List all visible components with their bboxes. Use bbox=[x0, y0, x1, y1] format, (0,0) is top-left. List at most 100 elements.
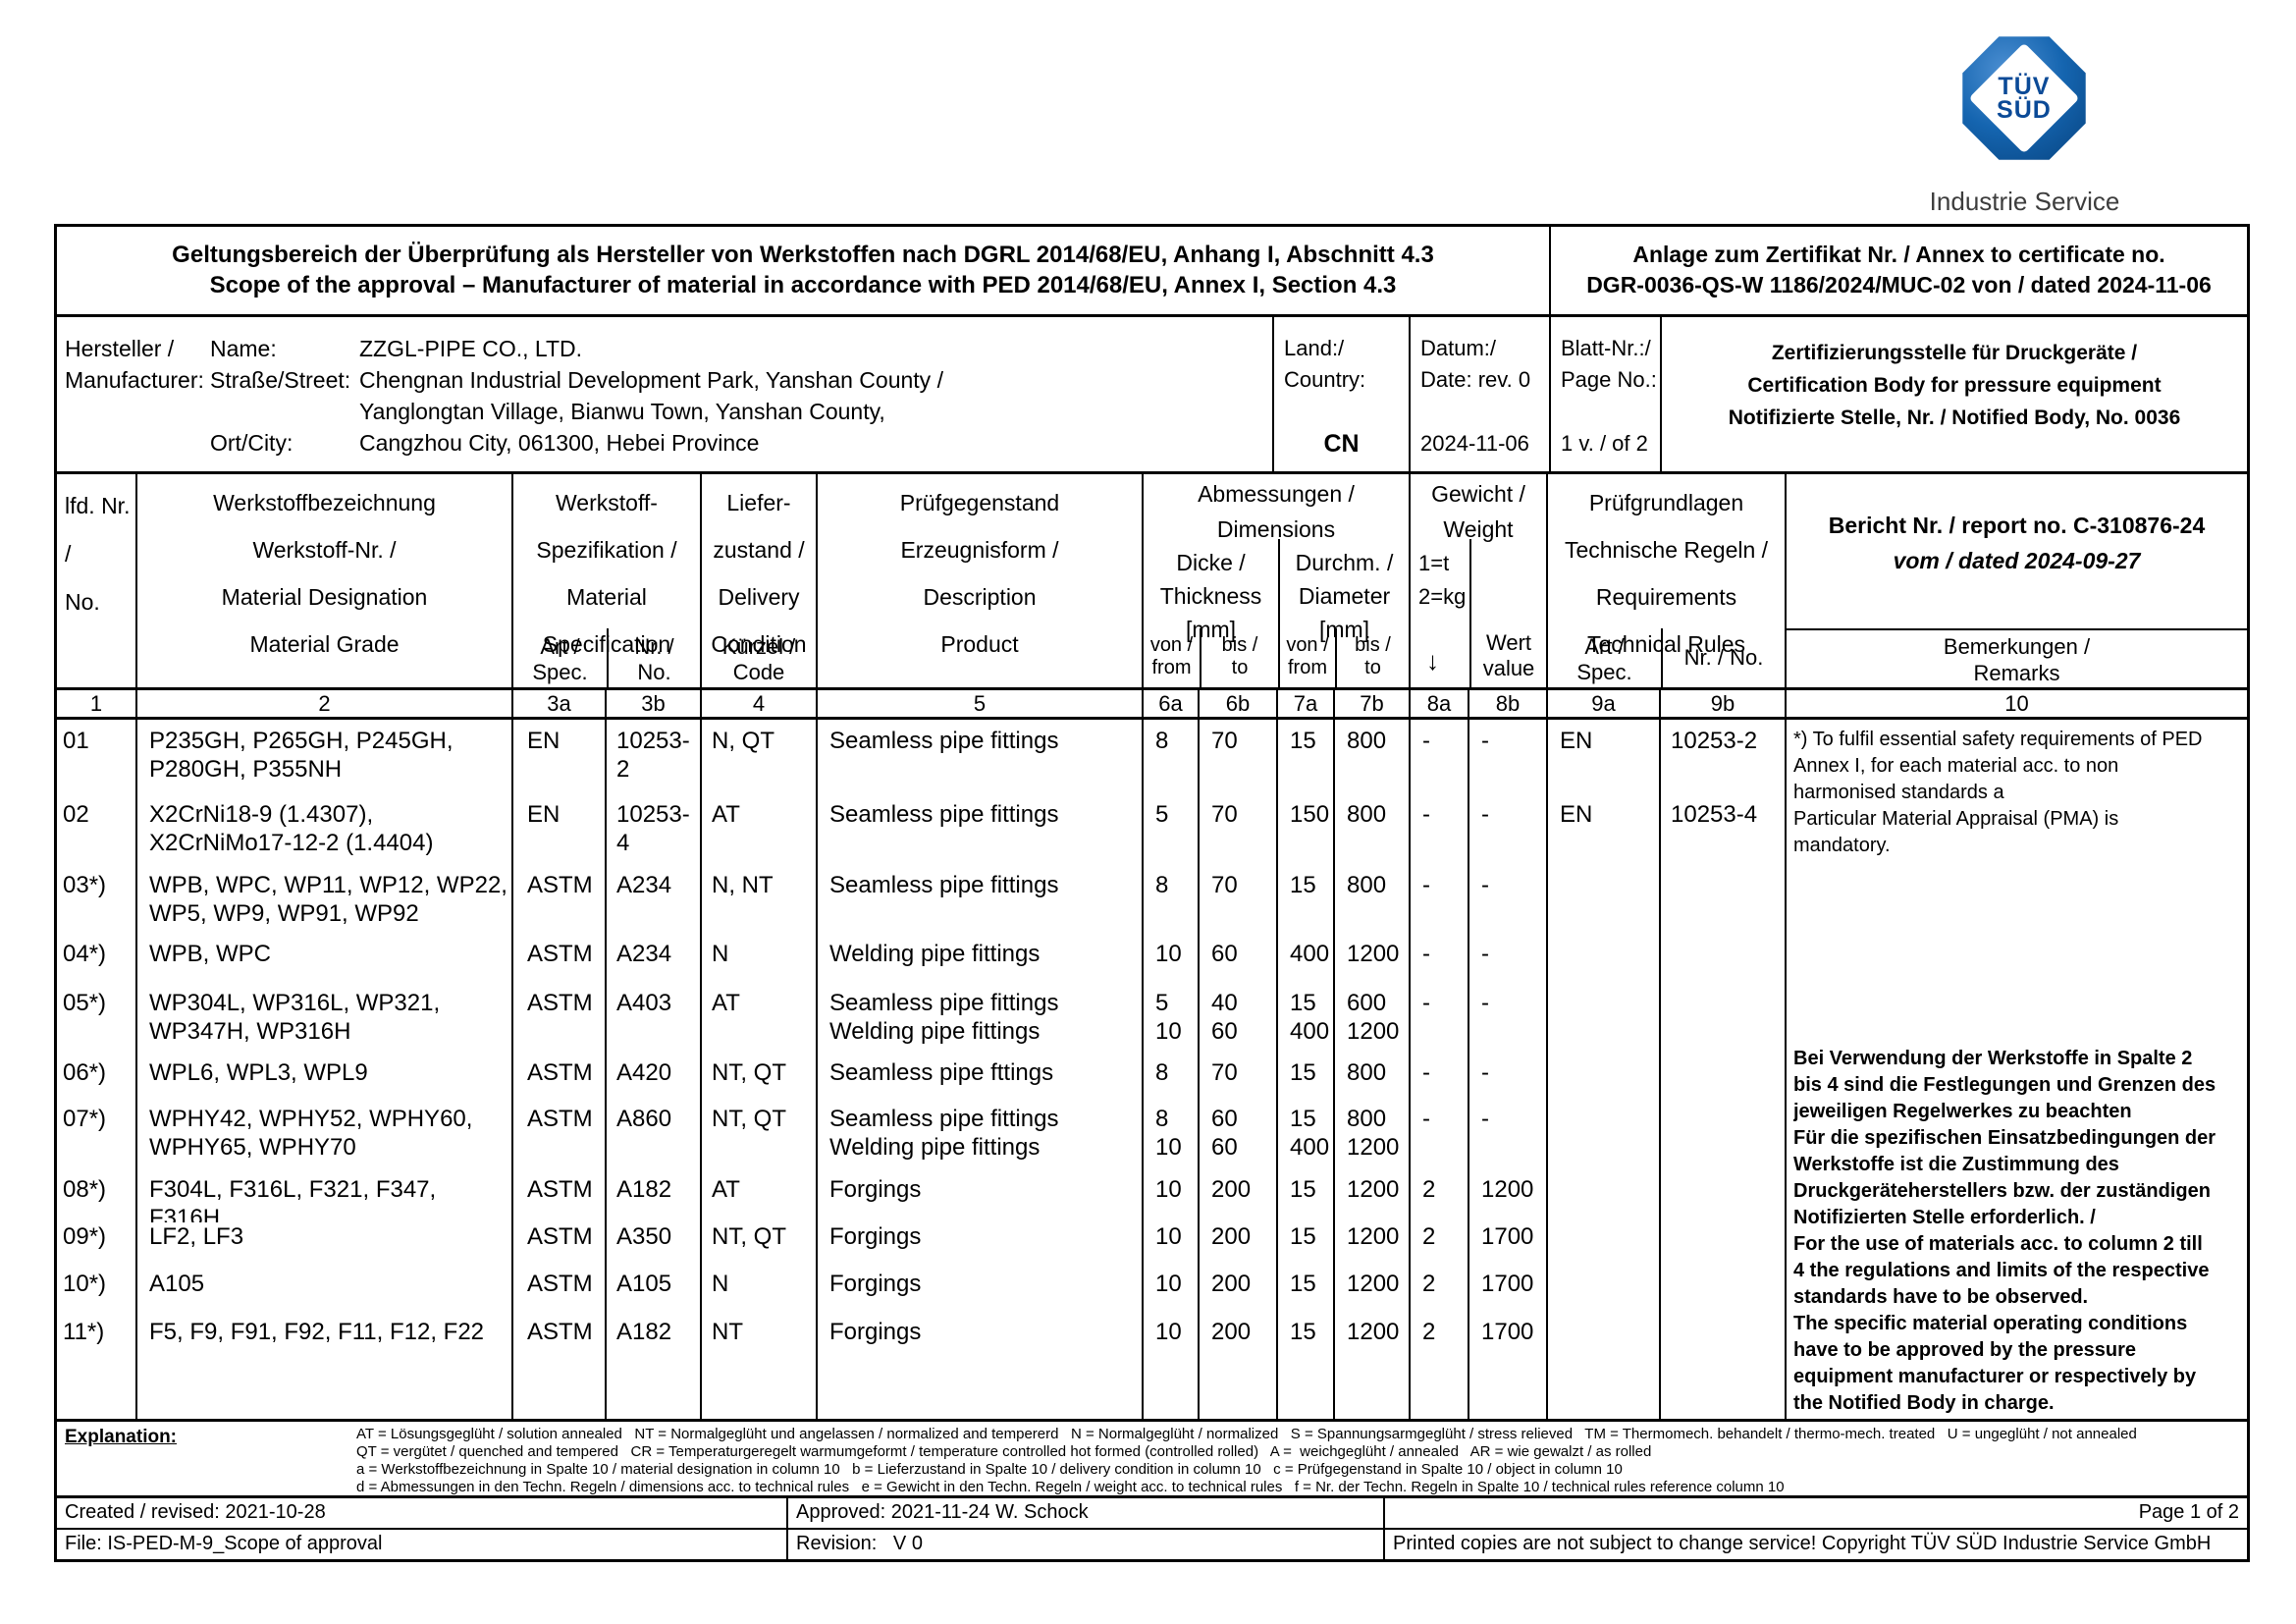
tuv-logo-text: TÜV SÜD bbox=[1997, 73, 2052, 124]
cell-material-row-7: WPHY42, WPHY52, WPHY60, WPHY65, WPHY70 bbox=[149, 1106, 473, 1161]
cell-spec-row-1: EN bbox=[527, 728, 561, 754]
page-no-cell: Blatt-Nr.:/ Page No.: 1 v. / of 2 bbox=[1551, 317, 1662, 471]
cell-w2-row-3: - bbox=[1481, 872, 1489, 898]
cell-w1-row-10: 2 bbox=[1422, 1271, 1436, 1297]
cell-no-row-6: 06*) bbox=[63, 1059, 107, 1086]
cell-specno-row-5: A403 bbox=[616, 990, 672, 1016]
footer-row-2: File: IS-PED-M-9_Scope of approval Revis… bbox=[57, 1528, 2247, 1559]
label-land: Land:/ bbox=[1284, 336, 1345, 360]
cell-material-row-8: F304L, F316L, F321, F347, F316H bbox=[149, 1176, 437, 1222]
cell-product-row-10: Forgings bbox=[829, 1271, 922, 1297]
cell-d_from-row-5: 15 400 bbox=[1290, 990, 1330, 1045]
cell-product-row-7: Seamless pipe fittings Welding pipe fitt… bbox=[829, 1106, 1059, 1161]
explanation-line-2: QT = vergütet / quenched and tempered CR… bbox=[356, 1443, 1652, 1460]
cell-t_to-row-7: 60 60 bbox=[1211, 1106, 1238, 1161]
cell-t_from-row-3: 8 bbox=[1155, 872, 1169, 898]
logo-subtitle: Industrie Service bbox=[1929, 187, 2120, 216]
cell-product-row-5: Seamless pipe fittings Welding pipe fitt… bbox=[829, 990, 1059, 1045]
scope-title-en: Scope of the approval – Manufacturer of … bbox=[209, 272, 1397, 298]
country-cell: Land:/ Country: CN bbox=[1274, 317, 1411, 471]
cell-reqno-row-5 bbox=[1661, 989, 1785, 1058]
explanation-line-3: a = Werkstoffbezeichnung in Spalte 10 / … bbox=[356, 1461, 1623, 1478]
colnum-1: 1 bbox=[57, 690, 137, 717]
column-product: Seamless pipe fittings Seamless pipe fitt… bbox=[818, 720, 1144, 1419]
cell-reqno-row-8 bbox=[1661, 1175, 1785, 1222]
cell-spec-row-11: ASTM bbox=[527, 1319, 593, 1345]
cell-t_to-row-10: 200 bbox=[1211, 1271, 1252, 1297]
cell-req-row-9 bbox=[1548, 1222, 1659, 1270]
cell-d_from-row-7: 15 400 bbox=[1290, 1106, 1330, 1161]
cell-product-row-9: Forgings bbox=[829, 1223, 922, 1250]
cell-req-row-2: EN bbox=[1560, 801, 1593, 828]
cell-t_from-row-2: 5 bbox=[1155, 801, 1169, 828]
cell-w1-row-4: - bbox=[1422, 941, 1430, 967]
cell-t_from-row-10: 10 bbox=[1155, 1271, 1182, 1297]
cell-d_to-row-2: 800 bbox=[1347, 801, 1387, 828]
cell-w2-row-6: - bbox=[1481, 1059, 1489, 1086]
cell-product-row-11: Forgings bbox=[829, 1319, 922, 1345]
cell-no-row-7: 07*) bbox=[63, 1106, 107, 1132]
manufacturer-labels: Hersteller / Manufacturer: bbox=[57, 333, 210, 471]
approved: Approved: 2021-11-24 W. Schock bbox=[788, 1498, 1385, 1528]
header-6b-to: bis / to bbox=[1200, 628, 1278, 687]
header-req-nr: Nr. / No. bbox=[1661, 628, 1785, 687]
cell-spec-row-8: ASTM bbox=[527, 1176, 593, 1203]
cell-specno-row-4: A234 bbox=[616, 941, 672, 967]
explanation-label-text: Explanation: bbox=[65, 1427, 178, 1447]
cell-specno-row-10: A105 bbox=[616, 1271, 672, 1297]
header-col-product: Prüfgegenstand Erzeugnisform / Descripti… bbox=[818, 474, 1144, 687]
label-country: Country: bbox=[1284, 367, 1366, 392]
cell-specno-row-1: 10253-2 bbox=[616, 728, 690, 783]
header-diameter: Durchm. / Diameter [mm] bbox=[1278, 539, 1409, 642]
cell-no-row-1: 01 bbox=[63, 728, 89, 754]
cert-body-line2: Certification Body for pressure equipmen… bbox=[1747, 374, 2162, 397]
cell-req-row-4 bbox=[1548, 940, 1659, 989]
cell-t_to-row-9: 200 bbox=[1211, 1223, 1252, 1250]
cell-t_from-row-1: 8 bbox=[1155, 728, 1169, 754]
cell-no-row-10: 10*) bbox=[63, 1271, 107, 1297]
cell-req-row-7 bbox=[1548, 1105, 1659, 1175]
created-revised: Created / revised: 2021-10-28 bbox=[57, 1498, 788, 1528]
cell-d_to-row-7: 800 1200 bbox=[1347, 1106, 1400, 1161]
cell-d_from-row-3: 15 bbox=[1290, 872, 1316, 898]
cell-t_from-row-5: 5 10 bbox=[1155, 990, 1182, 1045]
label-hersteller: Hersteller / bbox=[65, 336, 175, 361]
table-body: 01 02 03*) 04*) 05*) 06*) 07*) 08*) 09*) 10*) 11*)… bbox=[57, 720, 2247, 1419]
header-thickness: Dicke / Thickness [mm] bbox=[1159, 550, 1262, 642]
cell-w2-row-9: 1700 bbox=[1481, 1223, 1534, 1250]
file-name: File: IS-PED-M-9_Scope of approval bbox=[57, 1530, 788, 1559]
certification-body-cell: Zertifizierungsstelle für Druckgeräte / … bbox=[1662, 317, 2247, 471]
column-spec-art: EN EN ASTM ASTM ASTM ASTM ASTM ASTM ASTM ASTM ASTM bbox=[513, 720, 607, 1419]
cell-t_from-row-8: 10 bbox=[1155, 1176, 1182, 1203]
manufacturer-band: Hersteller / Manufacturer: Name: Straße/… bbox=[57, 317, 2247, 474]
header-7b-to: bis / to bbox=[1335, 628, 1409, 687]
explanation-label: Explanation: bbox=[57, 1422, 356, 1495]
column-diameter-from: 15 150 15 400 15 400 15 15 400 15 15 15 15 bbox=[1278, 720, 1335, 1419]
cell-material-row-10: A105 bbox=[149, 1271, 205, 1297]
cell-d_to-row-10: 1200 bbox=[1347, 1271, 1400, 1297]
header-requirements-subrow: Art / Spec. Nr. / No. bbox=[1548, 628, 1785, 687]
title-band: Geltungsbereich der Überprüfung als Hers… bbox=[57, 227, 2247, 317]
cell-req-row-3 bbox=[1548, 871, 1659, 940]
column-diameter-to: 800 800 800 1200 600 1200 800 800 1200 1200 1200… bbox=[1335, 720, 1411, 1419]
cell-d_from-row-4: 400 bbox=[1290, 941, 1330, 967]
cell-spec-row-9: ASTM bbox=[527, 1223, 593, 1250]
country-value: CN bbox=[1323, 430, 1360, 458]
cell-d_to-row-1: 800 bbox=[1347, 728, 1387, 754]
cell-material-row-2: X2CrNi18-9 (1.4307), X2CrNiMo17-12-2 (1.… bbox=[149, 801, 434, 856]
cell-t_to-row-6: 70 bbox=[1211, 1059, 1238, 1086]
column-weight-unit: - - - - - - - 2 2 2 2 bbox=[1411, 720, 1469, 1419]
address-values: ZZGL-PIPE CO., LTD. Chengnan Industrial … bbox=[359, 333, 1272, 471]
cell-w1-row-3: - bbox=[1422, 872, 1430, 898]
column-req-no: 10253-2 10253-4 bbox=[1661, 720, 1787, 1419]
colnum-3a: 3a bbox=[513, 690, 607, 717]
cell-no-row-3: 03*) bbox=[63, 872, 107, 898]
cell-d_from-row-2: 150 bbox=[1290, 801, 1330, 828]
cell-code-row-10: N bbox=[712, 1271, 729, 1297]
cell-reqno-row-9 bbox=[1661, 1222, 1785, 1270]
cell-req-row-1: EN bbox=[1560, 728, 1593, 754]
column-thickness-to: 70 70 70 60 40 60 70 60 60 200 200 200 200 bbox=[1200, 720, 1278, 1419]
cell-w2-row-5: - bbox=[1481, 990, 1489, 1016]
cell-reqno-row-10 bbox=[1661, 1270, 1785, 1318]
cell-d_from-row-9: 15 bbox=[1290, 1223, 1316, 1250]
